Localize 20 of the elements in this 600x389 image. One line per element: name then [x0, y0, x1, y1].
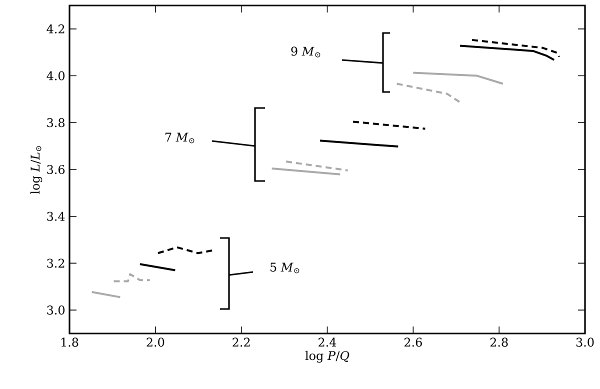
- y-tick-label: 3.0: [47, 306, 65, 315]
- annotation: 5 M$_{⊙}$: [270, 262, 300, 274]
- y-tick-label: 3.8: [47, 118, 65, 128]
- x-tick-label: 3.0: [576, 338, 594, 347]
- annotation: 7 M$_{⊙}$: [165, 132, 194, 144]
- y-tick-label: 4.0: [46, 71, 65, 80]
- line-series: [459, 44, 556, 61]
- annotation: 9 M$_{⊙}$: [291, 46, 320, 58]
- y-tick-label: 3.6: [47, 164, 65, 174]
- y-tick-label: 3.2: [47, 258, 64, 268]
- x-tick-label: 2.6: [404, 338, 422, 347]
- x-axis-title: log P/Q: [305, 350, 350, 363]
- y-tick-label: 3.4: [47, 212, 65, 221]
- y-tick-label: 4.2: [46, 24, 64, 34]
- x-tick-label: 2.4: [318, 338, 336, 347]
- x-tick-label: 1.8: [61, 338, 78, 347]
- x-tick-label: 2.0: [146, 338, 164, 347]
- x-tick-label: 2.8: [490, 338, 508, 347]
- line-series: [471, 38, 560, 58]
- x-tick-label: 2.2: [232, 338, 250, 347]
